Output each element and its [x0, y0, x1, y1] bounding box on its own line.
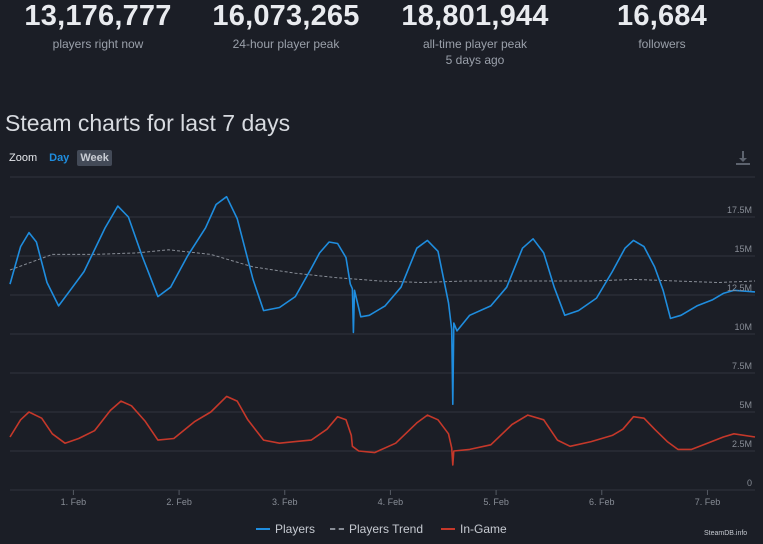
x-tick-label: 7. Feb	[695, 497, 721, 507]
legend-swatch	[441, 528, 455, 530]
legend-swatch	[256, 528, 270, 530]
zoom-day-button[interactable]: Day	[49, 152, 70, 164]
x-tick-label: 4. Feb	[378, 497, 404, 507]
chart-series	[9, 195, 756, 466]
y-tick-label: 12.5M	[727, 283, 752, 293]
legend-label: Players Trend	[349, 522, 424, 536]
y-tick-label: 10M	[734, 322, 752, 332]
x-tick-label: 3. Feb	[272, 497, 298, 507]
stat-value: 13,176,777	[24, 0, 172, 32]
stat-followers: 16,684 followers	[572, 0, 752, 52]
stat-label: 24-hour player peak	[232, 37, 340, 51]
x-tick-label: 6. Feb	[589, 497, 615, 507]
series-line-players-trend	[9, 249, 756, 283]
stat-sub-label: 5 days ago	[445, 53, 505, 67]
download-icon[interactable]	[735, 150, 751, 166]
stat-label: followers	[638, 37, 686, 51]
series-line-in-game	[9, 395, 756, 466]
x-axis: 1. Feb 2. Feb 3. Feb 4. Feb 5. Feb 6. Feb 7. F…	[61, 490, 721, 507]
legend-item-players[interactable]: Players	[256, 522, 315, 536]
x-tick-label: 2. Feb	[166, 497, 192, 507]
stat-label: players right now	[52, 37, 144, 51]
credit-label: SteamDB.info	[704, 530, 748, 537]
y-tick-label: 15M	[734, 244, 752, 254]
chart-title: Steam charts for last 7 days	[5, 110, 291, 136]
legend-item-in-game[interactable]: In-Game	[441, 522, 507, 536]
stat-all-time-peak: 18,801,944 all-time player peak 5 days a…	[385, 0, 565, 68]
y-tick-label: 17.5M	[727, 205, 752, 215]
series-line-players	[9, 195, 756, 405]
y-axis: 0 2.5M 5M 7.5M 10M 12.5M 15M 17.5M	[727, 205, 752, 488]
legend-label: In-Game	[460, 522, 507, 536]
stat-value: 16,684	[617, 0, 707, 32]
y-tick-label: 0	[747, 478, 752, 488]
x-tick-label: 5. Feb	[483, 497, 509, 507]
stat-24h-peak: 16,073,265 24-hour player peak	[196, 0, 376, 52]
y-tick-label: 2.5M	[732, 439, 752, 449]
stat-value: 18,801,944	[401, 0, 549, 32]
legend-label: Players	[275, 522, 316, 536]
y-tick-label: 7.5M	[732, 361, 752, 371]
stat-label: all-time player peak	[422, 37, 528, 51]
legend-swatch	[330, 528, 344, 530]
x-tick-label: 1. Feb	[61, 497, 87, 507]
zoom-label: Zoom	[9, 152, 38, 164]
steam-players-chart: 0 2.5M 5M 7.5M 10M 12.5M 15M 17.5M 1. Feb 2. Feb…	[9, 176, 756, 507]
y-tick-label: 5M	[739, 400, 752, 410]
chart-grid	[10, 176, 755, 491]
stat-value: 16,073,265	[212, 0, 360, 32]
stats-bar: 13,176,777 players right now 16,073,265 …	[0, 0, 763, 80]
zoom-controls: Zoom Day Week	[9, 150, 112, 166]
legend-item-players-trend[interactable]: Players Trend	[330, 522, 423, 536]
zoom-week-button[interactable]: Week	[77, 150, 112, 166]
stat-players-now: 13,176,777 players right now	[8, 0, 188, 52]
